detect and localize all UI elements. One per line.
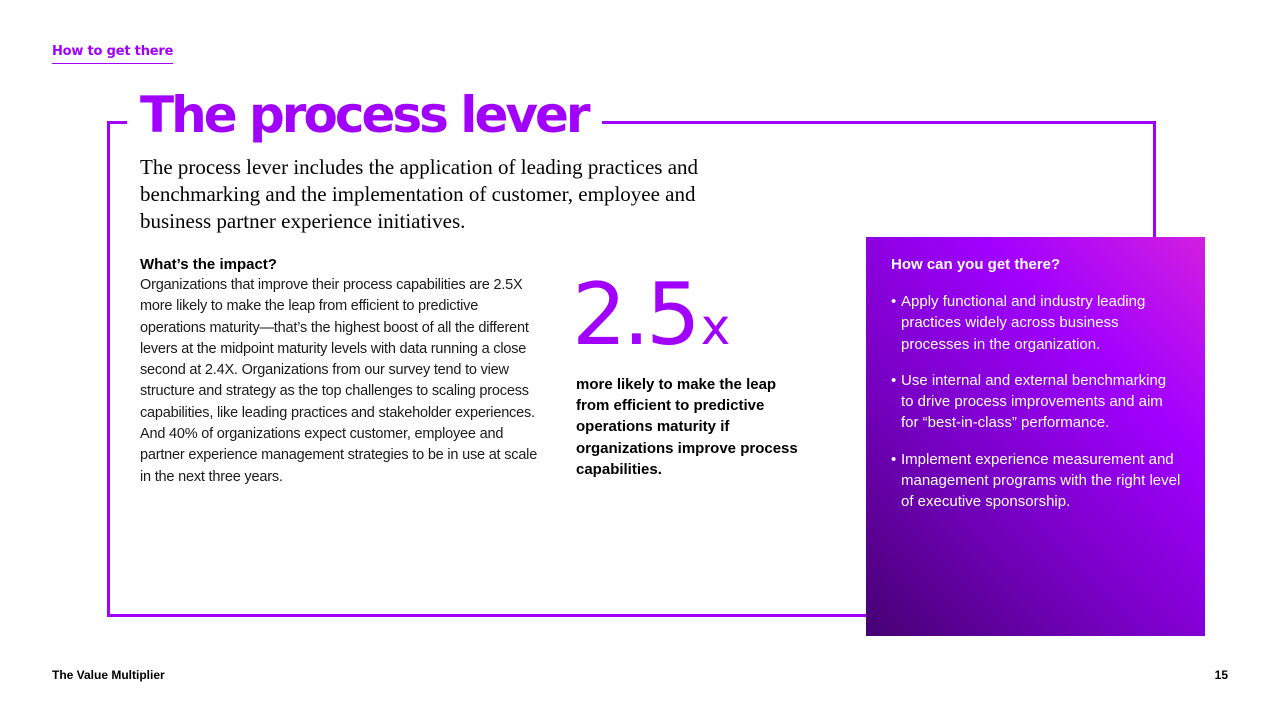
- panel-list: • Apply functional and industry leading …: [891, 291, 1181, 513]
- footer-publication: The Value Multiplier: [52, 668, 165, 682]
- stat-number: 2.5: [572, 265, 701, 365]
- list-item-text: Apply functional and industry leading pr…: [901, 293, 1146, 353]
- section-link[interactable]: How to get there: [52, 44, 173, 64]
- list-item-text: Use internal and external benchmarking t…: [901, 371, 1167, 432]
- panel-heading: How can you get there?: [891, 256, 1061, 273]
- bullet-icon: •: [891, 293, 897, 310]
- impact-heading: What’s the impact?: [140, 256, 277, 273]
- list-item: • Apply functional and industry leading …: [891, 291, 1181, 355]
- stat-suffix: x: [700, 298, 731, 356]
- impact-body: Organizations that improve their process…: [140, 277, 538, 485]
- intro-paragraph: The process lever includes the applicati…: [140, 155, 699, 233]
- list-item: • Use internal and external benchmarking…: [891, 370, 1181, 434]
- page-number: 15: [1214, 668, 1228, 682]
- how-to-panel: How can you get there? • Apply functiona…: [866, 237, 1205, 636]
- stat-figure: 2.5x: [572, 268, 812, 374]
- stat-caption: more likely to make the leap from effici…: [576, 376, 798, 478]
- bullet-icon: •: [891, 450, 897, 468]
- stat-callout: 2.5x more likely to make the leap from e…: [572, 268, 812, 480]
- impact-section: What’s the impact? Organizations that im…: [140, 254, 540, 488]
- page-title: The process lever: [127, 84, 602, 146]
- list-item: • Implement experience measurement and m…: [891, 449, 1181, 513]
- list-item-text: Implement experience measurement and man…: [901, 450, 1181, 511]
- bullet-icon: •: [891, 371, 897, 389]
